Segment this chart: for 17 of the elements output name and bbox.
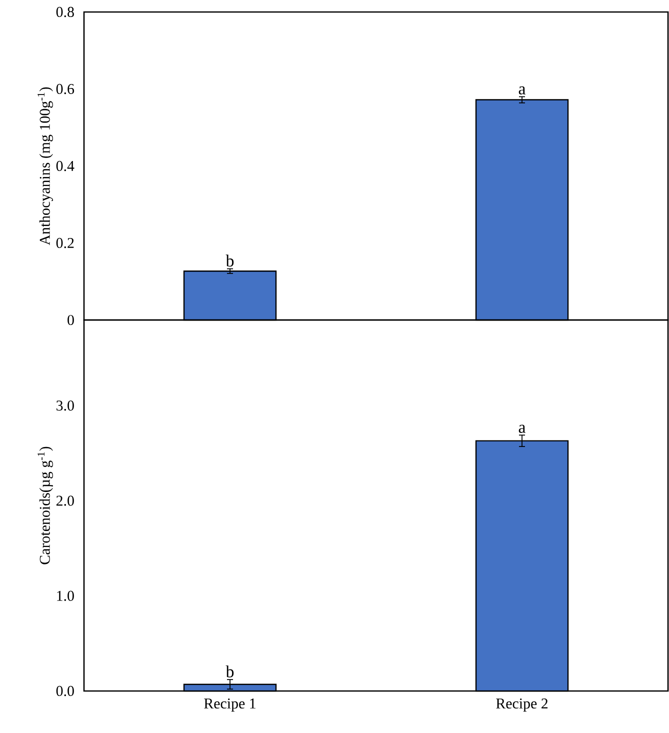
y-axis-title: Carotenoids(µg g$^{-1}$) — [38, 446, 53, 564]
y-tick-label: 1.0 — [57, 590, 74, 601]
y-tick-label: 0.4 — [56, 160, 74, 172]
annotation: a — [518, 86, 526, 95]
y-tick-label: 0.0 — [56, 686, 74, 696]
x-tick-label: Recipe 2 — [496, 698, 548, 712]
y-tick-label: 0.8 — [56, 6, 74, 18]
y-tick-label: 3.0 — [56, 400, 74, 411]
y-tick-label: 2.0 — [56, 496, 74, 506]
annotation: b — [226, 665, 234, 678]
y-tick-label: 0 — [68, 314, 74, 326]
x-tick-label: Recipe 1 — [204, 698, 256, 712]
annotation: b — [226, 254, 234, 267]
y-axis-title: Anthocyanins (mg 100g$^{-1}$) — [38, 87, 53, 246]
y-tick-label: 0.2 — [56, 238, 74, 248]
y-tick-label: 0.6 — [56, 84, 74, 94]
annotation: a — [518, 424, 526, 433]
